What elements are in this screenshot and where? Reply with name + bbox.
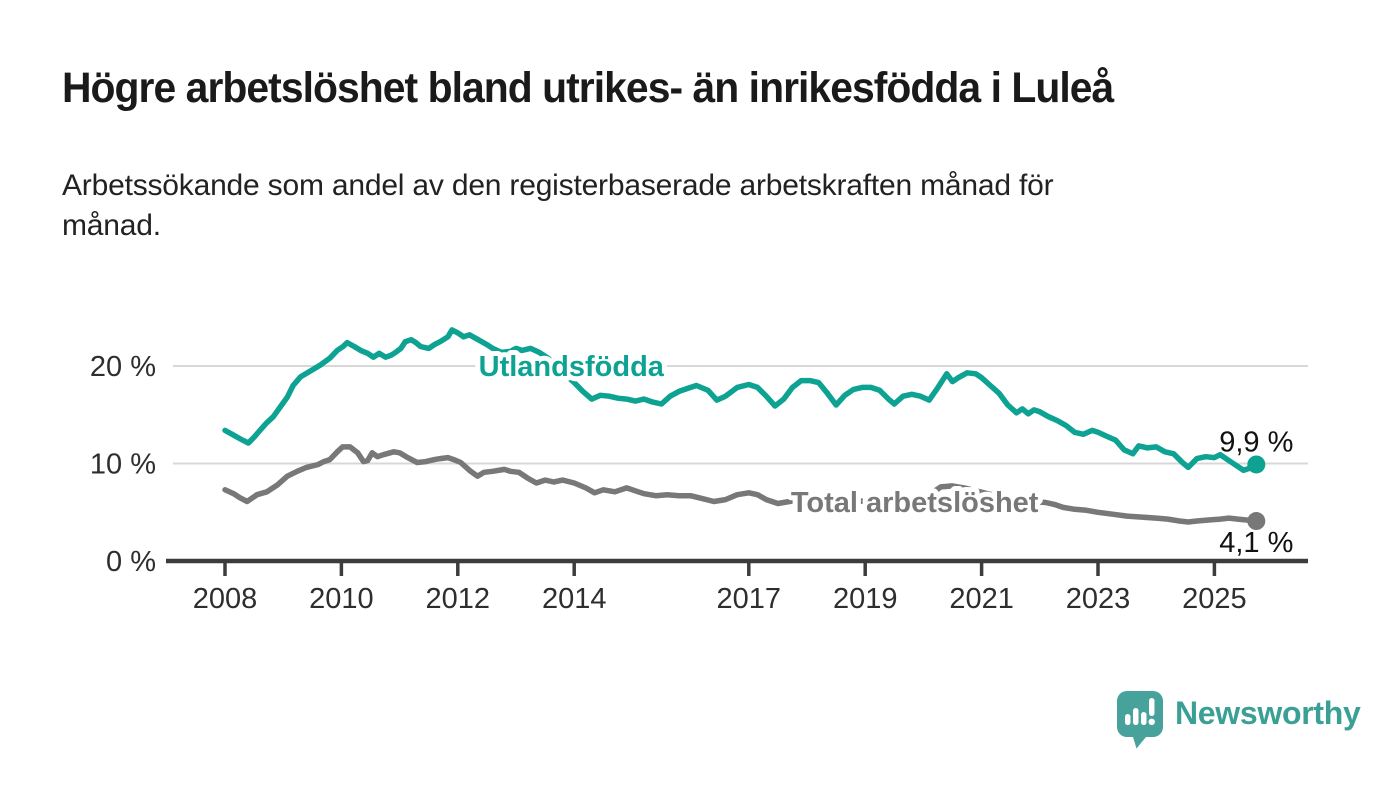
newsworthy-bubble-icon <box>1117 691 1163 749</box>
end-value-label-total: 4,1 % <box>1219 527 1293 559</box>
bar-icon-medium <box>1141 712 1147 725</box>
x-tick-label: 2012 <box>426 583 491 615</box>
speech-bubble-shape <box>1117 691 1163 749</box>
x-tick-label: 2010 <box>309 583 374 615</box>
y-tick-label: 20 % <box>90 351 156 383</box>
newsworthy-logo: Newsworthy <box>1116 690 1361 750</box>
page-title: Högre arbetslöshet bland utrikes- än inr… <box>62 64 1114 112</box>
x-tick-label: 2008 <box>193 583 258 615</box>
x-tick-label: 2025 <box>1182 583 1247 615</box>
x-tick-label: 2019 <box>833 583 898 615</box>
subtitle-line-2: månad. <box>62 209 161 242</box>
x-tick-label: 2017 <box>717 583 782 615</box>
series-label-total: Total arbetslöshet <box>791 487 1039 519</box>
end-value-label-utlandsfodda: 9,9 % <box>1219 426 1293 458</box>
x-tick-label: 2023 <box>1066 583 1131 615</box>
chart-subtitle: Arbetssökande som andel av den registerb… <box>62 166 1054 246</box>
exclamation-dot-icon <box>1148 718 1155 725</box>
brand-name: Newsworthy <box>1175 695 1361 731</box>
subtitle-line-1: Arbetssökande som andel av den registerb… <box>62 169 1054 202</box>
end-dot-total <box>1247 512 1266 531</box>
exclamation-bar-icon <box>1149 698 1155 716</box>
series-line-total <box>222 444 1260 525</box>
y-tick-label: 0 % <box>106 546 156 578</box>
bar-icon-small <box>1125 714 1131 725</box>
bar-icon-tall <box>1133 708 1139 725</box>
y-tick-label: 10 % <box>90 449 156 481</box>
x-tick-label: 2021 <box>949 583 1014 615</box>
series-line-utlandsfodda <box>222 327 1260 474</box>
series-label-utlandsfodda: Utlandsfödda <box>479 351 665 383</box>
x-tick-label: 2014 <box>542 583 607 615</box>
end-dot-utlandsfodda <box>1247 455 1266 474</box>
